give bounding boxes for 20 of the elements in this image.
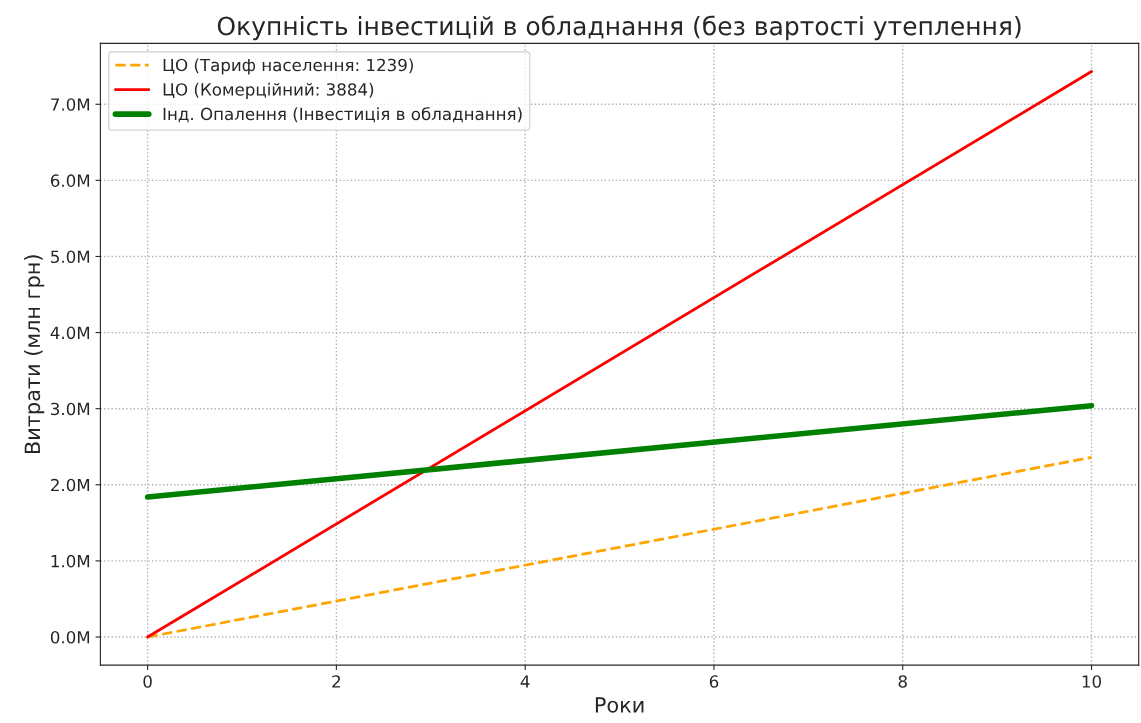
x-tick-label: 8 xyxy=(898,675,907,688)
legend-label: ЦО (Тариф населення: 1239) xyxy=(163,58,413,75)
y-tick-label: 7.0M xyxy=(51,98,90,111)
x-tick-label: 0 xyxy=(143,675,152,688)
y-tick-label: 0.0M xyxy=(50,630,90,644)
y-tick-label: 3.0M xyxy=(51,402,90,416)
x-tick-label: 4 xyxy=(520,675,530,688)
x-tick-label: 6 xyxy=(709,675,719,688)
y-tick-label: 2.0M xyxy=(51,478,90,492)
y-tick-label: 6.0M xyxy=(50,174,90,187)
y-axis-title: Витрати (млн грн) xyxy=(24,255,45,454)
x-tick-label: 10 xyxy=(1082,675,1102,688)
y-tick-label: 1.0M xyxy=(51,554,90,568)
chart-title: Окупність інвестицій в обладнання (без вартості утеплення) xyxy=(217,15,1021,41)
y-tick-label: 5.0M xyxy=(51,250,90,264)
x-axis-title: Роки xyxy=(595,697,644,713)
legend-label: ЦО (Комерційний: 3884) xyxy=(163,82,374,99)
x-tick-label: 2 xyxy=(332,675,341,688)
legend-label: Інд. Опалення (Інвестиція в обладнання) xyxy=(163,107,522,123)
y-tick-label: 4.0M xyxy=(50,326,90,340)
